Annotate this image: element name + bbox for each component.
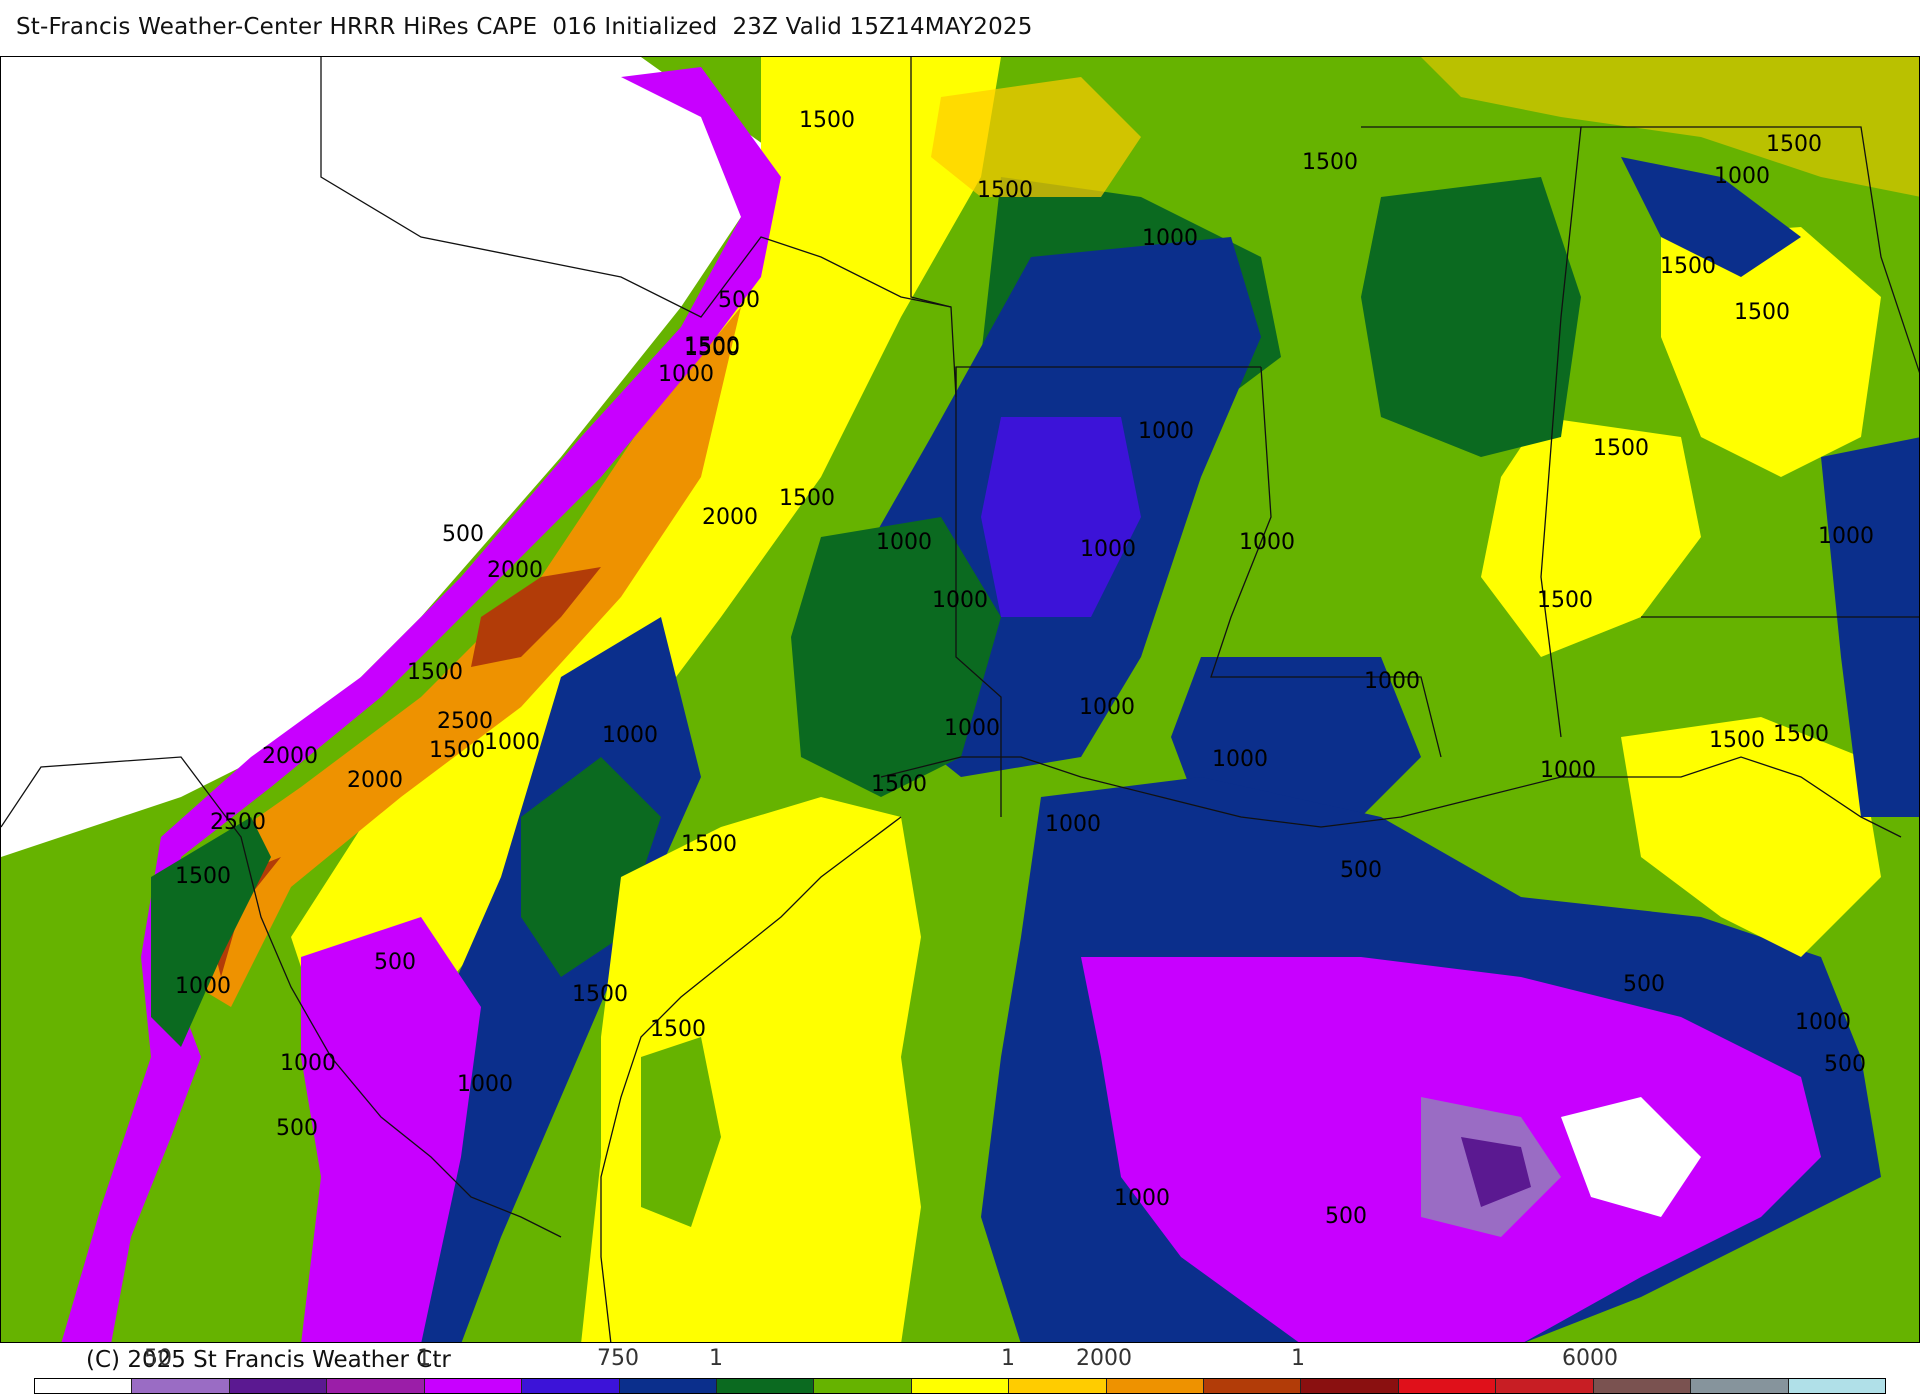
contour-label: 1000 xyxy=(1540,758,1596,783)
color-legend-swatch xyxy=(522,1379,620,1393)
contour-label: 1500 xyxy=(1734,300,1790,325)
colorbar-tick: 6000 xyxy=(1562,1346,1618,1371)
color-legend-swatch xyxy=(1593,1379,1692,1393)
colorbar-tick: 1 xyxy=(1291,1346,1305,1371)
contour-label: 1000 xyxy=(1114,1186,1170,1211)
contour-label: 1000 xyxy=(658,362,714,387)
contour-label: 1500 xyxy=(684,336,740,361)
color-legend-swatch xyxy=(911,1379,1010,1393)
contour-label: 500 xyxy=(1623,972,1665,997)
color-legend-swatch xyxy=(1204,1379,1302,1393)
contour-label: 1500 xyxy=(1302,150,1358,175)
contour-label: 1000 xyxy=(932,588,988,613)
contour-label: 2500 xyxy=(437,709,493,734)
color-legend-swatch xyxy=(424,1379,523,1393)
contour-label: 2000 xyxy=(702,505,758,530)
contour-label: 1000 xyxy=(1138,419,1194,444)
contour-label: 1500 xyxy=(871,772,927,797)
contour-label: 1500 xyxy=(572,982,628,1007)
contour-label: 1000 xyxy=(280,1051,336,1076)
contour-label: 1000 xyxy=(484,730,540,755)
contour-label: 2000 xyxy=(262,744,318,769)
contour-label: 1500 xyxy=(1709,728,1765,753)
contour-label: 1500 xyxy=(1773,722,1829,747)
contour-label: 1000 xyxy=(1714,164,1770,189)
color-legend-swatch xyxy=(35,1379,133,1393)
contour-label: 1500 xyxy=(429,738,485,763)
color-legend-swatch xyxy=(814,1379,912,1393)
color-legend-swatch xyxy=(1009,1379,1107,1393)
colorbar-tick: 1 xyxy=(1001,1346,1015,1371)
color-legend-swatch xyxy=(132,1379,230,1393)
contour-label: 1000 xyxy=(876,530,932,555)
contour-label: 1000 xyxy=(1045,812,1101,837)
contour-label: 500 xyxy=(276,1116,318,1141)
contour-label: 1500 xyxy=(1593,436,1649,461)
contour-label: 1000 xyxy=(1080,537,1136,562)
color-legend-swatch xyxy=(619,1379,717,1393)
contour-label: 500 xyxy=(1340,858,1382,883)
color-legend-swatch xyxy=(327,1379,425,1393)
contour-label: 1000 xyxy=(457,1072,513,1097)
contour-label: 1000 xyxy=(1079,695,1135,720)
contour-label: 1500 xyxy=(799,108,855,133)
contour-label: 1000 xyxy=(944,716,1000,741)
contour-label: 1000 xyxy=(1239,530,1295,555)
contour-label: 500 xyxy=(1824,1052,1866,1077)
contour-label: 1000 xyxy=(1142,226,1198,251)
chart-title: St-Francis Weather-Center HRRR HiRes CAP… xyxy=(16,14,1033,40)
colorbar-tick: 1 xyxy=(709,1346,723,1371)
colorbar-tick: 2000 xyxy=(1076,1346,1132,1371)
contour-label: 1000 xyxy=(1212,747,1268,772)
contour-label: 1500 xyxy=(681,832,737,857)
contour-label: 500 xyxy=(1325,1204,1367,1229)
color-legend-swatch xyxy=(1106,1379,1205,1393)
cape-field-svg xyxy=(1,57,1919,1342)
colorbar-tick: 1 xyxy=(417,1346,431,1371)
contour-label: 500 xyxy=(718,288,760,313)
contour-label: 2000 xyxy=(487,558,543,583)
copyright-text: (C) 2025 St Francis Weather Ctr xyxy=(86,1347,451,1373)
color-legend-swatch xyxy=(1691,1379,1789,1393)
contour-label: 1500 xyxy=(1537,588,1593,613)
cape-map: 1500 1500 1500 1500 1000 1000 1500 1500 … xyxy=(0,56,1920,1343)
contour-label: 1500 xyxy=(1660,254,1716,279)
contour-label: 2500 xyxy=(210,810,266,835)
contour-label: 1500 xyxy=(779,486,835,511)
colorbar-tick: 750 xyxy=(597,1346,639,1371)
contour-label: 1000 xyxy=(175,974,231,999)
contour-label: 1500 xyxy=(650,1017,706,1042)
color-legend-swatch xyxy=(1301,1379,1399,1393)
colorbar-tick: 50 xyxy=(144,1346,172,1371)
contour-label: 1500 xyxy=(175,864,231,889)
contour-label: 1500 xyxy=(1766,132,1822,157)
contour-label: 1500 xyxy=(684,334,740,359)
color-legend-swatch xyxy=(1496,1379,1594,1393)
contour-label: 2000 xyxy=(347,768,403,793)
color-legend-bar xyxy=(34,1378,1886,1394)
color-legend-swatch xyxy=(1788,1379,1886,1393)
contour-label: 1000 xyxy=(1818,524,1874,549)
contour-label: 1000 xyxy=(602,723,658,748)
color-legend-swatch xyxy=(1398,1379,1497,1393)
contour-label: 1500 xyxy=(407,660,463,685)
contour-label: 1000 xyxy=(1795,1010,1851,1035)
contour-label: 1000 xyxy=(1364,669,1420,694)
color-legend-swatch xyxy=(229,1379,328,1393)
contour-label: 500 xyxy=(374,950,416,975)
contour-label: 500 xyxy=(442,522,484,547)
color-legend-swatch xyxy=(716,1379,815,1393)
contour-label: 1500 xyxy=(977,178,1033,203)
